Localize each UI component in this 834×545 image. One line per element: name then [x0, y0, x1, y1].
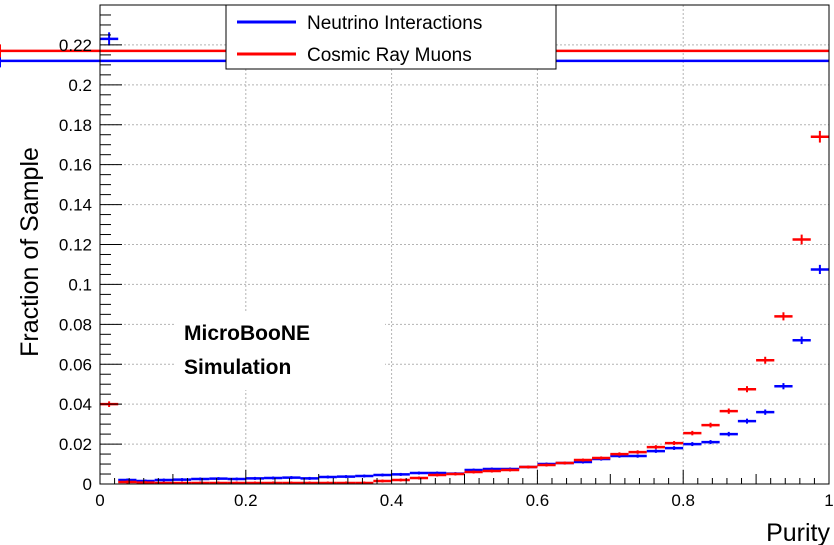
series-neutrino — [0, 32, 829, 483]
x-tick-label: 0.8 — [671, 491, 695, 510]
y-tick-label: 0.18 — [59, 116, 92, 135]
y-tick-label: 0.12 — [59, 236, 92, 255]
x-tick-label: 0.2 — [234, 491, 258, 510]
x-axis-title: Purity — [766, 519, 830, 545]
x-tick-label: 0.4 — [380, 491, 404, 510]
y-axis-title: Fraction of Sample — [16, 147, 44, 357]
y-tick-label: 0.16 — [59, 156, 92, 175]
y-tick-label: 0.1 — [68, 275, 92, 294]
legend-label-cosmic: Cosmic Ray Muons — [307, 45, 472, 66]
tick-labels: 0 0.2 0.4 0.6 0.8 1 0 0.02 0.04 0.06 0.08 0.1 0.12 0.… — [59, 36, 834, 510]
annotation: MicroBooNE Simulation — [175, 312, 385, 390]
series-layer — [0, 32, 829, 485]
axis-ticks — [99, 14, 830, 485]
legend-label-neutrino: Neutrino Interactions — [307, 13, 482, 34]
legend: Neutrino Interactions Cosmic Ray Muons — [225, 4, 557, 70]
annotation-line-1: MicroBooNE — [184, 322, 310, 345]
y-tick-label: 0.2 — [68, 76, 92, 95]
y-tick-label: 0.06 — [59, 355, 92, 374]
y-tick-label: 0.02 — [59, 435, 92, 454]
annotation-line-2: Simulation — [184, 356, 291, 379]
x-tick-label: 0.6 — [526, 491, 550, 510]
y-tick-label: 0.04 — [59, 395, 92, 414]
x-tick-label: 1 — [824, 491, 833, 510]
series-cosmic — [0, 44, 829, 485]
y-tick-label: 0.08 — [59, 315, 92, 334]
x-tick-label: 0 — [95, 491, 104, 510]
y-tick-label: 0.22 — [59, 36, 92, 55]
legend-box — [225, 4, 557, 70]
y-tick-label: 0 — [83, 475, 92, 494]
y-tick-label: 0.14 — [59, 196, 92, 215]
annotation-box — [175, 312, 385, 390]
